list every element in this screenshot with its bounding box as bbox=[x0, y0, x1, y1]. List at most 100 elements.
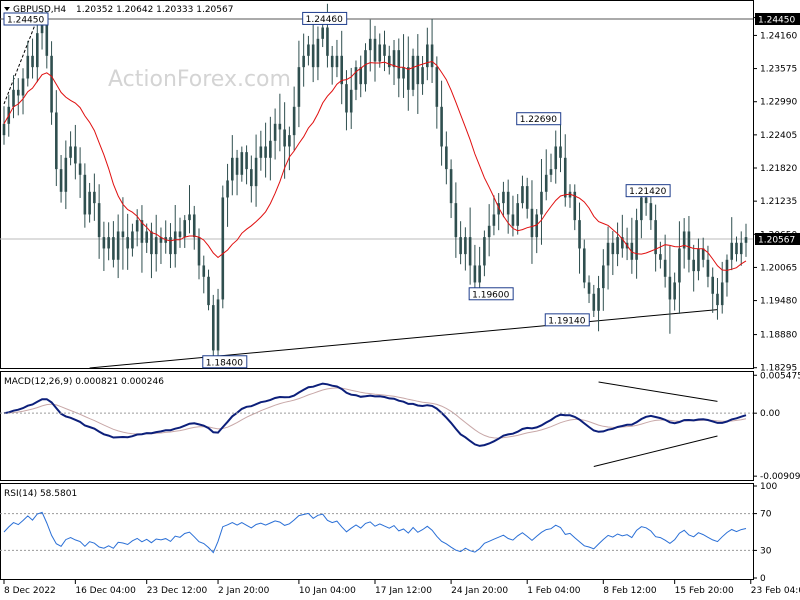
candle-body bbox=[359, 67, 363, 85]
candle-body bbox=[207, 276, 210, 306]
price-annotation-box bbox=[202, 355, 248, 369]
candle-body bbox=[345, 84, 348, 113]
current-price-label: 1.20567 bbox=[758, 235, 795, 245]
macd-upper-trendline bbox=[598, 381, 718, 402]
candle-body bbox=[730, 242, 734, 260]
candle-body bbox=[269, 140, 272, 158]
candle-body bbox=[530, 208, 534, 238]
macd-y-label: 0.005475 bbox=[760, 371, 800, 381]
candle-body bbox=[592, 293, 596, 311]
x-tick-label: 8 Feb 12:00 bbox=[603, 586, 657, 596]
ohlc-label: 1.20352 1.20642 1.20333 1.20567 bbox=[76, 5, 233, 15]
y-tick-label: 1.20065 bbox=[760, 263, 797, 273]
candle-body bbox=[2, 123, 6, 136]
candle-body bbox=[678, 248, 681, 283]
candle-body bbox=[640, 197, 643, 221]
candle-body bbox=[582, 248, 586, 283]
candle-body bbox=[459, 237, 462, 255]
candle-body bbox=[97, 203, 101, 238]
price-annotation-box bbox=[544, 313, 590, 327]
candle-body bbox=[635, 220, 638, 260]
price-annotation-label: 1.19600 bbox=[472, 290, 509, 300]
candle-body bbox=[497, 203, 500, 215]
candle-body bbox=[88, 191, 91, 215]
candle-body bbox=[74, 146, 77, 164]
candle-body bbox=[744, 237, 748, 243]
candle-body bbox=[254, 157, 258, 187]
candle-body bbox=[535, 214, 539, 238]
candle-body bbox=[502, 191, 505, 204]
candle-body bbox=[250, 169, 253, 187]
x-tick-label: 17 Jan 12:00 bbox=[375, 586, 432, 596]
candle-body bbox=[697, 248, 700, 272]
x-tick-label: 23 Dec 12:00 bbox=[147, 586, 208, 596]
candle-body bbox=[188, 214, 191, 221]
rsi-title: RSI(14) 58.5801 bbox=[4, 489, 77, 499]
candle-body bbox=[435, 67, 439, 107]
candle-body bbox=[292, 106, 296, 136]
candle-body bbox=[406, 67, 410, 90]
candle-body bbox=[368, 38, 372, 51]
candle-body bbox=[549, 169, 553, 175]
candle-body bbox=[202, 265, 206, 277]
y-tick-label: 1.22990 bbox=[760, 98, 797, 108]
candle-body bbox=[673, 282, 676, 300]
candle-body bbox=[145, 231, 148, 243]
x-tick-label: 24 Jan 20:00 bbox=[451, 586, 508, 596]
y-tick-label: 1.21820 bbox=[760, 164, 797, 174]
x-tick-label: 8 Dec 2022 bbox=[4, 586, 56, 596]
resistance-price-label: 1.24450 bbox=[758, 15, 795, 25]
y-tick-label: 1.23575 bbox=[760, 65, 797, 75]
rsi-y-label: 0 bbox=[760, 574, 766, 584]
candle-body bbox=[464, 237, 467, 255]
candle-body bbox=[454, 203, 458, 238]
candle-body bbox=[169, 237, 172, 255]
candle-body bbox=[59, 169, 63, 192]
candle-body bbox=[544, 174, 548, 192]
candle-body bbox=[221, 197, 225, 300]
x-tick-label: 1 Feb 04:00 bbox=[527, 586, 581, 596]
candle-body bbox=[468, 237, 472, 266]
candle-body bbox=[397, 50, 401, 79]
candle-body bbox=[739, 242, 743, 255]
candle-body bbox=[364, 50, 367, 85]
candle-body bbox=[273, 123, 277, 141]
candle-body bbox=[421, 67, 424, 85]
candle-body bbox=[107, 237, 110, 249]
price-annotation-label: 1.21420 bbox=[629, 187, 666, 197]
candle-body bbox=[606, 242, 610, 266]
x-tick-label: 15 Feb 20:00 bbox=[675, 586, 734, 596]
candle-body bbox=[231, 157, 234, 181]
candle-body bbox=[197, 237, 201, 266]
candle-body bbox=[540, 191, 543, 215]
candle-body bbox=[411, 55, 415, 90]
x-tick-label: 2 Jan 20:00 bbox=[218, 586, 270, 596]
candle-body bbox=[426, 44, 429, 68]
y-tick-label: 1.21235 bbox=[760, 197, 797, 207]
candle-body bbox=[711, 276, 715, 294]
candle-body bbox=[492, 214, 496, 226]
candle-body bbox=[31, 55, 34, 68]
y-tick-label: 1.19480 bbox=[760, 297, 797, 307]
candle-body bbox=[12, 89, 15, 107]
candle-body bbox=[354, 67, 358, 90]
candle-body bbox=[131, 231, 134, 249]
price-annotation-box bbox=[3, 12, 49, 26]
macd-y-label: 0.00 bbox=[760, 409, 780, 419]
x-tick-label: 16 Dec 04:00 bbox=[75, 586, 136, 596]
candle-body bbox=[116, 231, 120, 260]
candle-body bbox=[102, 237, 106, 249]
candle-body bbox=[445, 146, 448, 170]
candle-body bbox=[235, 157, 239, 175]
candle-body bbox=[226, 180, 229, 198]
candle-body bbox=[559, 146, 562, 158]
candle-body bbox=[283, 129, 286, 147]
x-tick-label: 23 Feb 04:00 bbox=[751, 586, 800, 596]
candle-body bbox=[21, 78, 25, 96]
candle-body bbox=[682, 231, 686, 249]
price-annotation-label: 1.24450 bbox=[7, 15, 44, 25]
candle-body bbox=[525, 186, 529, 209]
rsi-y-label: 30 bbox=[760, 546, 772, 556]
price-annotation-box bbox=[516, 112, 562, 126]
candle-body bbox=[302, 55, 305, 68]
